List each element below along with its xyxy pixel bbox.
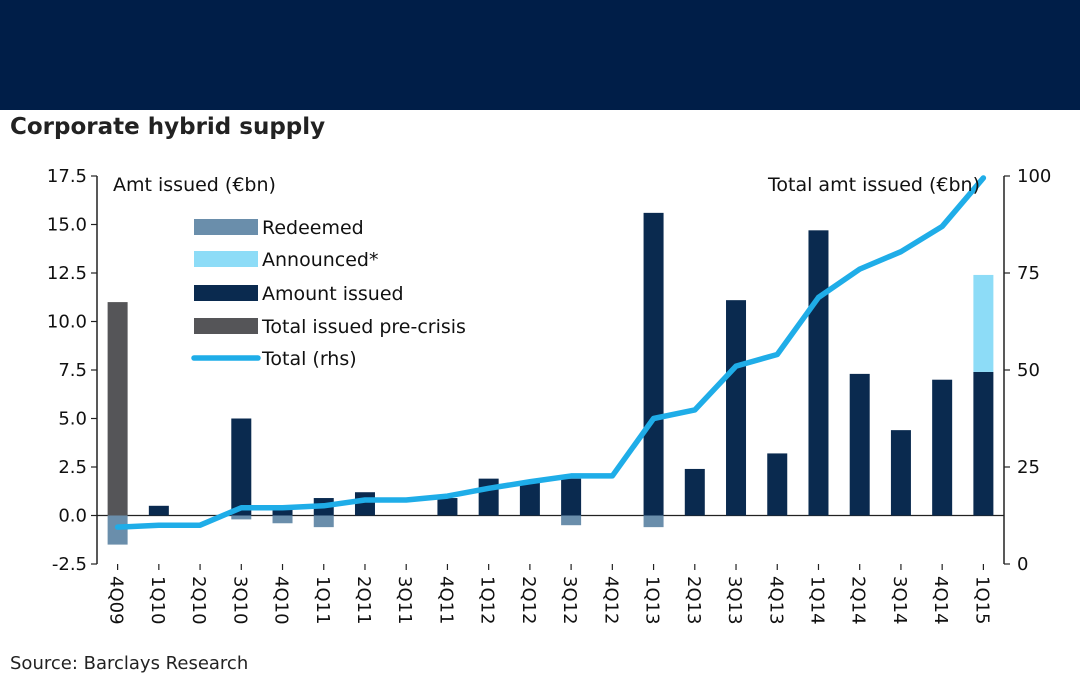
x-tick-label: 4Q12 [600,576,621,625]
bar-amount-issued [231,418,252,516]
legend-label: Total issued pre-crisis [261,316,466,338]
x-tick-label: 4Q13 [765,576,786,625]
source-note: Source: Barclays Research [10,653,249,674]
x-tick-label: 3Q14 [889,576,910,625]
bar-redeemed [272,515,293,524]
bar-amount-issued [148,505,169,516]
bar-amount-issued [767,453,788,516]
bar-pre-crisis [107,302,128,516]
x-tick-label: 1Q15 [971,576,992,625]
right-tick-label: 75 [1017,263,1040,284]
legend-label: Redeemed [262,217,364,239]
x-tick-label: 3Q13 [724,576,745,625]
left-tick-label: 10.0 [47,312,87,333]
bar-amount-issued [478,478,499,516]
x-tick-label: 1Q10 [147,576,168,625]
bar-amount-issued [437,498,458,516]
right-tick-label: 100 [1017,166,1051,187]
x-tick-label: 1Q12 [477,576,498,625]
x-tick-label: 2Q14 [848,576,869,625]
bar-amount-issued [932,379,953,516]
x-tick-label: 2Q12 [518,576,539,625]
bars [107,212,994,545]
bar-amount-issued [973,371,994,516]
top-banner [0,0,1080,110]
x-tick-label: 2Q11 [353,576,374,625]
chart-title: Corporate hybrid supply [10,114,326,140]
bar-amount-issued [561,478,582,516]
bar-amount-issued [726,300,747,516]
bar-redeemed [561,515,582,526]
x-tick-label: 2Q13 [683,576,704,625]
right-axis-label: Total amt issued (€bn) [767,174,980,196]
x-tick-label: 3Q12 [559,576,580,625]
bar-amount-issued [519,482,540,516]
left-tick-label: 5.0 [58,409,87,430]
x-tick-label: 2Q10 [188,576,209,625]
legend-swatch [194,219,258,235]
legend: Redeemed Announced* Amount issued Total iss… [191,217,466,370]
legend-label: Announced* [262,249,379,271]
legend-swatch [194,285,258,301]
x-tick-label: 1Q11 [312,576,333,625]
bar-amount-issued [643,212,664,516]
legend-label: Total (rhs) [261,348,357,370]
x-tick-label: 1Q13 [642,576,663,625]
left-tick-label: 15.0 [47,215,87,236]
total-line [114,175,987,530]
x-tick-label: 4Q14 [930,576,951,625]
x-tick-label: 1Q14 [806,576,827,625]
bar-amount-issued [684,468,705,516]
total-line-path [114,175,987,530]
right-tick-label: 50 [1017,360,1040,381]
bar-redeemed [107,515,128,545]
left-tick-label: 12.5 [47,263,87,284]
left-tick-label: 17.5 [47,166,87,187]
legend-swatch [194,318,258,334]
left-axis-label: Amt issued (€bn) [113,174,276,196]
x-tick-label: 4Q10 [271,576,292,625]
x-tick-label: 4Q09 [106,576,127,625]
left-tick-label: 7.5 [58,360,87,381]
bar-amount-issued [808,230,829,516]
legend-label: Amount issued [262,283,404,305]
bar-amount-issued [272,509,293,516]
bar-amount-issued [890,430,911,516]
right-tick-label: 0 [1017,554,1028,575]
bar-redeemed [231,515,252,520]
bar-announced [973,274,994,372]
axes: 17.5 15.0 12.5 10.0 7.5 5.0 2.5 0.0 -2.5 100 75 50 2… [47,166,1051,625]
left-tick-label: 2.5 [58,457,87,478]
bar-redeemed [643,515,664,528]
x-tick-label: 3Q10 [229,576,250,625]
right-tick-label: 25 [1017,457,1040,478]
bar-amount-issued [354,492,375,516]
x-tick-label: 4Q11 [435,576,456,625]
x-tick-label: 3Q11 [394,576,415,625]
bar-amount-issued [849,373,870,516]
left-tick-label: -2.5 [52,554,87,575]
left-tick-label: 0.0 [58,506,87,527]
legend-swatch [194,251,258,267]
bar-redeemed [313,515,334,528]
